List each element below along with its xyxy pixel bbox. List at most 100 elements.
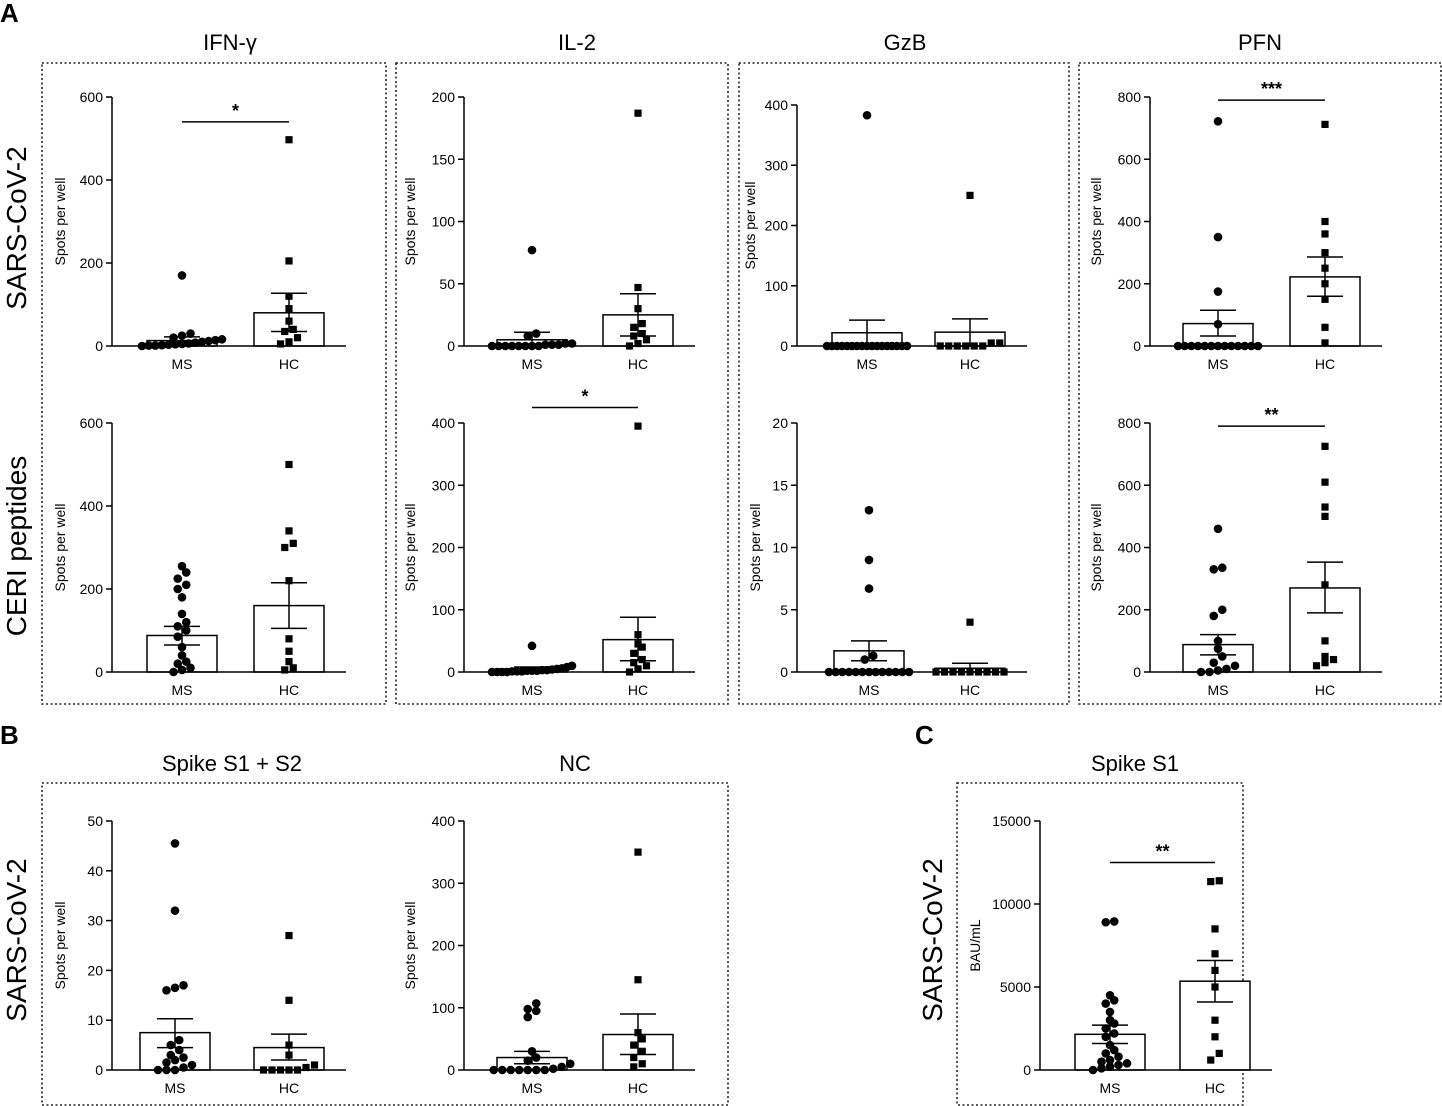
chart-il2-sars: 0 50 100 150 200 MS HC Spots per well xyxy=(402,89,695,372)
x-tick-label-ms: MS xyxy=(522,356,543,372)
y-tick-label: 10 xyxy=(87,1012,103,1028)
significance-label: *** xyxy=(1261,79,1282,99)
row-label-sars-a: SARS-CoV-2 xyxy=(1,146,32,309)
point-ms xyxy=(1101,917,1111,927)
col-title-nc: NC xyxy=(559,751,591,776)
row-label-sars-c: SARS-CoV-2 xyxy=(917,858,948,1021)
frame-b xyxy=(41,782,729,1106)
point-ms xyxy=(169,333,178,343)
x-tick-label-hc: HC xyxy=(628,1080,648,1096)
point-hc xyxy=(310,1061,319,1069)
y-tick-label: 0 xyxy=(447,664,455,680)
point-ms xyxy=(567,661,577,671)
point-ms xyxy=(864,505,874,515)
point-hc xyxy=(1312,662,1321,670)
point-hc xyxy=(634,422,642,430)
x-tick-label-hc: HC xyxy=(279,682,299,698)
point-ms xyxy=(217,335,227,344)
point-hc xyxy=(966,618,974,626)
point-ms xyxy=(181,580,191,590)
y-tick-label: 30 xyxy=(87,913,103,929)
col-title-ifng: IFN-γ xyxy=(203,30,257,55)
x-tick-label-ms: MS xyxy=(522,682,543,698)
y-tick-label: 200 xyxy=(432,540,456,556)
significance-label: * xyxy=(581,386,588,406)
point-hc xyxy=(276,340,285,348)
frame-a-ifng xyxy=(41,62,387,705)
chart-ifng-sars: 0 200 400 600 MS HC Spots per well * xyxy=(52,89,346,372)
point-hc xyxy=(638,319,646,328)
y-tick-label: 0 xyxy=(95,1062,103,1078)
point-hc xyxy=(293,334,302,342)
point-ms xyxy=(868,651,878,661)
point-ms xyxy=(170,906,180,915)
point-ms xyxy=(181,568,191,577)
panel-letter-c: C xyxy=(915,720,934,750)
point-ms xyxy=(523,331,533,341)
point-hc xyxy=(638,1035,646,1043)
point-hc xyxy=(1321,512,1329,520)
y-tick-label: 400 xyxy=(80,172,104,188)
point-hc xyxy=(1321,478,1329,486)
point-hc xyxy=(1321,503,1329,511)
point-hc xyxy=(1321,659,1329,667)
point-hc xyxy=(638,329,646,338)
frame-c xyxy=(956,782,1244,1106)
x-tick-label-hc: HC xyxy=(279,356,299,372)
point-ms xyxy=(162,1058,171,1067)
point-ms xyxy=(1109,917,1119,926)
y-axis-label: Spots per well xyxy=(402,504,418,592)
point-ms xyxy=(864,584,874,593)
x-tick-label-ms: MS xyxy=(1208,356,1229,372)
point-hc xyxy=(634,283,642,292)
x-tick-label-hc: HC xyxy=(960,356,980,372)
col-title-il2: IL-2 xyxy=(558,30,596,55)
point-hc xyxy=(642,662,651,670)
point-ms xyxy=(864,555,874,565)
point-hc xyxy=(642,336,651,344)
y-tick-label: 800 xyxy=(1118,415,1142,431)
point-ms xyxy=(177,331,187,340)
point-ms xyxy=(174,1035,184,1045)
point-hc xyxy=(630,1053,638,1062)
y-tick-label: 10000 xyxy=(992,896,1031,912)
point-ms xyxy=(177,609,187,619)
point-hc xyxy=(285,931,293,940)
x-tick-label-ms: MS xyxy=(859,682,880,698)
y-tick-label: 150 xyxy=(432,151,456,167)
point-ms xyxy=(177,593,187,602)
point-hc xyxy=(634,665,642,673)
point-ms xyxy=(1213,524,1223,534)
point-ms xyxy=(860,655,870,664)
point-ms xyxy=(523,1004,533,1014)
point-hc xyxy=(1211,1033,1219,1041)
col-title-spike-s1s2: Spike S1 + S2 xyxy=(162,751,302,776)
point-ms xyxy=(181,617,191,627)
point-ms xyxy=(523,1056,533,1065)
point-hc xyxy=(289,664,297,672)
y-axis-label: Spots per well xyxy=(742,182,758,270)
y-tick-label: 0 xyxy=(780,664,788,680)
point-ms xyxy=(187,1060,197,1070)
point-hc xyxy=(285,460,293,469)
y-tick-label: 0 xyxy=(447,1062,455,1078)
row-label-ceri: CERI peptides xyxy=(1,456,32,637)
row-label-sars-b: SARS-CoV-2 xyxy=(1,858,32,1021)
point-ms xyxy=(170,839,180,848)
y-tick-label: 20 xyxy=(772,415,788,431)
point-hc xyxy=(1211,950,1219,958)
point-hc xyxy=(1321,217,1329,226)
x-tick-label-ms: MS xyxy=(1100,1080,1121,1096)
point-hc xyxy=(630,1041,638,1049)
frame-a-il2 xyxy=(395,62,729,705)
point-hc xyxy=(634,339,642,348)
chart-gzb-ceri: 0 5 10 15 20 MS HC Spots per well xyxy=(747,415,1027,698)
y-tick-label: 0 xyxy=(1133,338,1141,354)
point-hc xyxy=(1321,120,1329,128)
point-ms xyxy=(1213,287,1223,296)
y-tick-label: 15000 xyxy=(992,813,1031,829)
point-hc xyxy=(289,539,297,547)
y-tick-label: 50 xyxy=(439,276,455,292)
col-title-spike-s1: Spike S1 xyxy=(1091,751,1179,776)
